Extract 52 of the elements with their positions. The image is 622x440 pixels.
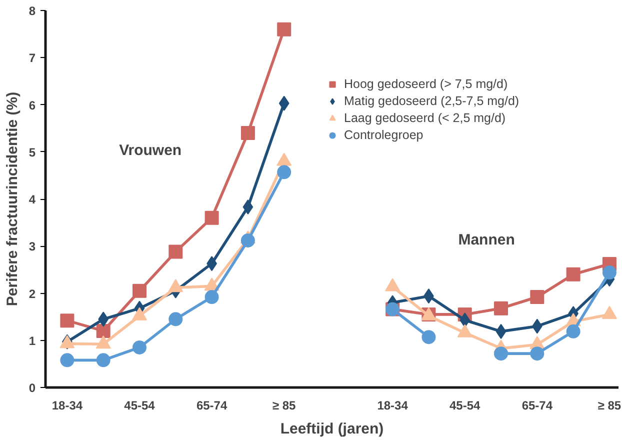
y-axis-title: Perifere fractuurincidentie (%) <box>4 92 21 306</box>
x-tick-label: 18-34 <box>377 398 408 412</box>
y-tick-label: 6 <box>28 98 36 112</box>
annotation: Vrouwen <box>119 142 182 159</box>
point <box>96 353 110 368</box>
point <box>132 340 146 354</box>
legend-label: Laag gedoseerd (< 2,5 mg/d) <box>344 111 506 125</box>
x-tick-label: ≥ 85 <box>598 398 622 412</box>
point <box>602 266 616 280</box>
x-tick-label: 45-54 <box>450 398 481 412</box>
point <box>460 312 470 328</box>
point <box>98 312 109 327</box>
y-tick-label: 1 <box>28 334 36 348</box>
y-tick-label: 4 <box>28 192 36 206</box>
y-tick-label: 5 <box>28 145 36 160</box>
y-tick-label: 3 <box>28 240 36 254</box>
x-tick-label: 18-34 <box>52 398 83 412</box>
point <box>566 324 580 338</box>
y-tick-label: 7 <box>28 51 36 66</box>
point <box>96 324 110 338</box>
point <box>532 318 542 334</box>
point <box>530 346 544 361</box>
point <box>240 233 255 248</box>
legend-label: Controlegroep <box>344 128 424 142</box>
point <box>566 267 580 282</box>
x-tick-label: 65-74 <box>196 398 228 412</box>
x-tick-label: 45-54 <box>124 398 156 412</box>
x-tick-label: 65-74 <box>522 398 553 412</box>
point <box>60 314 74 328</box>
point <box>168 244 183 259</box>
point <box>60 353 74 368</box>
x-tick-label: ≥ 85 <box>272 398 296 412</box>
point <box>242 200 254 215</box>
point <box>494 346 508 361</box>
y-tick-label: 0 <box>28 381 36 395</box>
point <box>204 290 219 304</box>
y-tick-label: 2 <box>28 286 36 301</box>
point <box>278 96 290 111</box>
point <box>494 301 508 316</box>
x-axis-title: Leeftijd (jaren) <box>280 420 384 438</box>
point <box>496 324 506 339</box>
point <box>277 22 292 36</box>
legend-label: Matig gedoseerd (2,5-7,5 mg/d) <box>344 94 520 108</box>
point <box>168 312 183 326</box>
annotation: Mannen <box>458 231 515 248</box>
point <box>132 284 146 298</box>
point <box>530 290 544 304</box>
point <box>277 165 292 180</box>
point <box>204 210 219 225</box>
y-tick-label: 8 <box>28 4 36 18</box>
point <box>240 126 255 140</box>
legend-label: Hoog gedoseerd (> 7,5 mg/d) <box>344 77 508 91</box>
